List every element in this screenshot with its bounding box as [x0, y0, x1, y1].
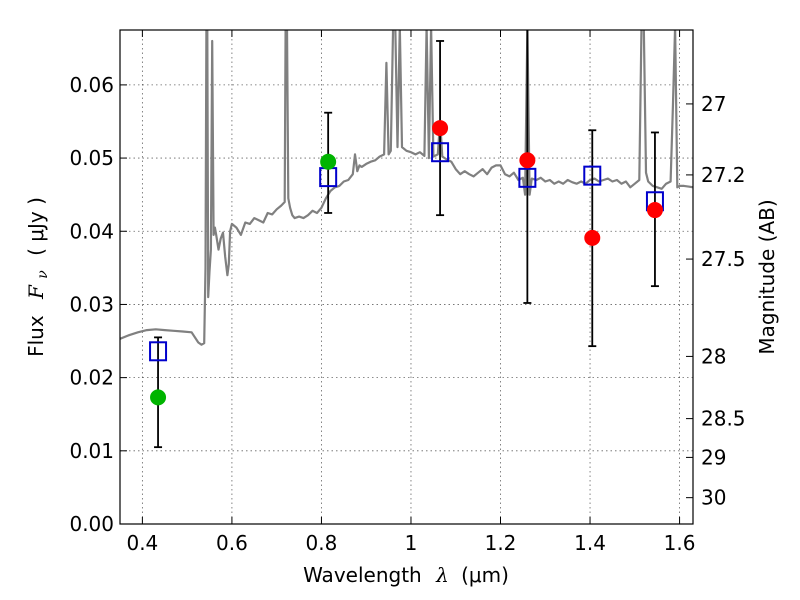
observed-point — [584, 229, 601, 246]
y2-tick-label: 27 — [701, 92, 726, 116]
y-tick-label: 0.03 — [69, 292, 114, 316]
model-square — [518, 167, 537, 188]
x-tick-label: 1.6 — [664, 531, 696, 555]
x-tick-label: 0.6 — [216, 531, 248, 555]
x-tick-label: 1.2 — [485, 531, 517, 555]
y-axis-label-symbol: F — [24, 284, 48, 300]
y2-tick-label: 29 — [701, 445, 726, 469]
x-axis-label-text: Wavelength — [303, 563, 422, 587]
y-axis-label-text: Flux — [24, 315, 48, 357]
y-axis-label: Flux F ν ( μJy ) — [24, 197, 52, 357]
x-axis-label-unit: (μm) — [461, 563, 509, 587]
y2-tick-label: 30 — [701, 486, 726, 510]
series — [120, 30, 693, 449]
x-tick-label: 0.4 — [126, 531, 158, 555]
observed-point — [432, 120, 449, 137]
y-tick-label: 0.06 — [69, 73, 114, 97]
plot-frame — [119, 29, 694, 525]
x-axis-label-symbol: λ — [435, 563, 449, 587]
x-tick-label: 0.8 — [306, 531, 338, 555]
plot-background — [120, 30, 693, 524]
y2-tick-label: 28.5 — [701, 407, 746, 431]
model-square — [431, 142, 450, 163]
y-tick-label: 0.02 — [69, 366, 114, 390]
upper-limit-point — [150, 389, 167, 406]
ticks: 0.4 0.6 0.8 1 1.2 1.4 1.6 0.00 0.01 0.02 0.03 0.04 0… — [69, 30, 746, 555]
x-axis-label: Wavelength λ (μm) — [303, 563, 509, 587]
y2-axis-label: Magnitude (AB) — [755, 199, 779, 354]
observed-point — [519, 152, 536, 169]
y2-tick-label: 27.2 — [701, 163, 746, 187]
y-axis-label-subscript: ν — [35, 270, 51, 279]
observed-point — [646, 202, 663, 219]
model-square — [149, 341, 168, 362]
y-tick-label: 0.04 — [69, 219, 114, 243]
y-tick-label: 0.00 — [69, 512, 114, 536]
y2-tick-label: 28 — [701, 344, 726, 368]
x-tick-label: 1.4 — [574, 531, 606, 555]
y-axis-label-unit: ( μJy ) — [24, 197, 48, 256]
y2-tick-label: 27.5 — [701, 247, 746, 271]
upper-limit-point — [320, 153, 337, 170]
y-tick-label: 0.05 — [69, 146, 114, 170]
x-tick-label: 1 — [405, 531, 418, 555]
spectrum-line — [120, 30, 693, 346]
model-square — [583, 165, 602, 186]
y-tick-label: 0.01 — [69, 439, 114, 463]
